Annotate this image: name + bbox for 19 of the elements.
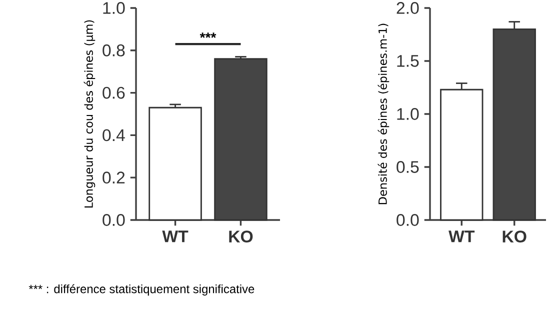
y-axis-title: Longueur du cou des épines (µm): [84, 20, 96, 208]
annotation: ***: [200, 32, 216, 38]
y-tick-label: 1.5: [397, 55, 419, 67]
x-tick-label: KO: [502, 230, 526, 243]
y-tick-label: 0.8: [102, 44, 125, 56]
y-tick-label: 0.2: [102, 172, 125, 184]
y-tick-label: 2.0: [396, 2, 419, 14]
y-tick-label: 0.6: [102, 86, 125, 99]
y-tick-label: 0.0: [396, 214, 419, 226]
y-tick-label: 0.4: [102, 129, 125, 142]
y-axis-title: Densité des épines (épines.m-1): [378, 24, 390, 204]
y-tick-label: 1.0: [397, 108, 419, 120]
y-tick-label: 1.0: [103, 2, 125, 14]
x-tick-label: WT: [448, 230, 475, 242]
y-tick-label: 0.5: [396, 161, 419, 173]
x-tick-label: WT: [162, 230, 188, 242]
x-tick-label: KO: [229, 230, 253, 243]
y-tick-label: 0.0: [102, 214, 125, 226]
text: *** : différence statistiquement significative: [28, 284, 254, 296]
